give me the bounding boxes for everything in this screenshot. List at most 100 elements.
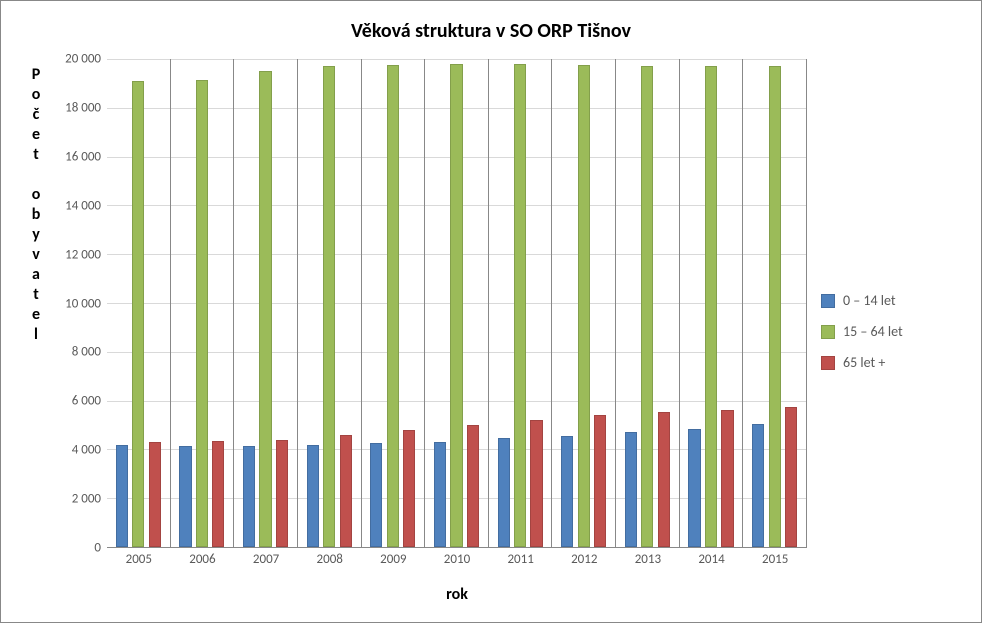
x-tick-label: 2014	[680, 552, 744, 567]
bar	[196, 80, 208, 547]
bar	[149, 442, 161, 547]
bar	[578, 65, 590, 547]
bar	[530, 420, 542, 547]
category	[552, 59, 616, 547]
bar	[243, 446, 255, 547]
x-tick-label: 2012	[552, 552, 616, 567]
chart-title: Věková struktura v SO ORP Tišnov	[21, 19, 961, 43]
category	[616, 59, 680, 547]
bar-group	[752, 59, 797, 547]
legend-item: 15 – 64 let	[821, 323, 961, 340]
bar	[721, 410, 733, 547]
x-axis-title: rok	[107, 585, 807, 604]
y-axis-title-char: e	[32, 125, 40, 145]
x-tick-label: 2010	[425, 552, 489, 567]
x-axis-row: rok 200520062007200820092010201120122013…	[47, 548, 807, 604]
bar	[594, 415, 606, 547]
category	[680, 59, 744, 547]
plot-area	[107, 59, 807, 548]
legend: 0 – 14 let 15 – 64 let 65 let +	[807, 59, 961, 604]
legend-item: 0 – 14 let	[821, 292, 961, 309]
category	[743, 59, 807, 547]
bar	[276, 440, 288, 547]
legend-label: 15 – 64 let	[843, 323, 903, 340]
y-axis-title-char	[34, 165, 38, 185]
bar-group	[179, 59, 224, 547]
y-axis-title-char: o	[32, 185, 41, 205]
y-axis-title-char: a	[32, 265, 40, 285]
bar-group	[243, 59, 288, 547]
bar	[132, 81, 144, 547]
y-tick-label: 2 000	[72, 492, 101, 507]
x-tick-label: 2007	[234, 552, 298, 567]
bar	[561, 436, 573, 547]
legend-item: 65 let +	[821, 354, 961, 371]
bar-group	[370, 59, 415, 547]
chart-body: Počet obyvatel 0 2 000 4 000 6 000 8 000 10 0…	[25, 59, 961, 604]
plot-column: 02 0004 0006 0008 00010 00012 00014 0001…	[47, 59, 807, 604]
bar	[450, 64, 462, 547]
bar-group	[434, 59, 479, 547]
bar	[434, 442, 446, 547]
category	[171, 59, 235, 547]
bar	[625, 432, 637, 547]
plot-row: 02 0004 0006 0008 00010 00012 00014 0001…	[47, 59, 807, 548]
bar	[259, 71, 271, 547]
y-axis-ticks: 02 0004 0006 0008 00010 00012 00014 0001…	[47, 59, 107, 548]
y-axis-title: Počet obyvatel	[25, 59, 47, 604]
bar	[307, 445, 319, 547]
y-axis-title-char: e	[32, 305, 40, 325]
legend-swatch	[821, 325, 835, 339]
legend-swatch	[821, 294, 835, 308]
bar	[769, 66, 781, 547]
bar	[467, 425, 479, 547]
category	[489, 59, 553, 547]
y-axis-title-char: y	[32, 225, 40, 245]
y-axis-title-char: t	[33, 145, 39, 165]
bar-group	[625, 59, 670, 547]
bar	[498, 438, 510, 547]
bar	[370, 443, 382, 547]
bar	[688, 429, 700, 547]
y-tick-label: 18 000	[65, 100, 101, 115]
y-tick-label: 8 000	[72, 345, 101, 360]
x-tick-label: 2005	[107, 552, 171, 567]
bar	[340, 435, 352, 547]
bar-group	[307, 59, 352, 547]
x-tick-label: 2009	[362, 552, 426, 567]
x-tick-label: 2011	[489, 552, 553, 567]
x-tick-label: 2015	[743, 552, 807, 567]
bar	[387, 65, 399, 547]
y-axis-title-char: o	[32, 85, 41, 105]
bar	[179, 446, 191, 547]
y-tick-label: 10 000	[65, 296, 101, 311]
y-axis-title-char: b	[32, 205, 41, 225]
bar	[514, 64, 526, 547]
bar	[323, 66, 335, 547]
bar-group	[116, 59, 161, 547]
category	[107, 59, 171, 547]
bar	[785, 407, 797, 547]
y-tick-label: 6 000	[72, 394, 101, 409]
x-axis-spacer	[47, 548, 107, 604]
y-axis-title-char: l	[34, 325, 38, 345]
bar	[705, 66, 717, 547]
bar	[403, 430, 415, 547]
y-tick-label: 12 000	[65, 247, 101, 262]
y-tick-label: 4 000	[72, 443, 101, 458]
y-tick-label: 20 000	[65, 52, 101, 67]
y-axis-title-char: t	[33, 285, 39, 305]
y-axis-title-char: v	[32, 245, 40, 265]
legend-label: 0 – 14 let	[843, 292, 896, 309]
y-axis-title-char: č	[33, 105, 40, 125]
bar-group	[688, 59, 733, 547]
y-tick-label: 16 000	[65, 149, 101, 164]
x-tick-label: 2006	[171, 552, 235, 567]
category	[362, 59, 426, 547]
bar-group	[561, 59, 606, 547]
bar	[116, 445, 128, 547]
x-tick-label: 2008	[298, 552, 362, 567]
legend-label: 65 let +	[843, 354, 885, 371]
y-tick-label: 0	[94, 541, 101, 556]
category	[298, 59, 362, 547]
